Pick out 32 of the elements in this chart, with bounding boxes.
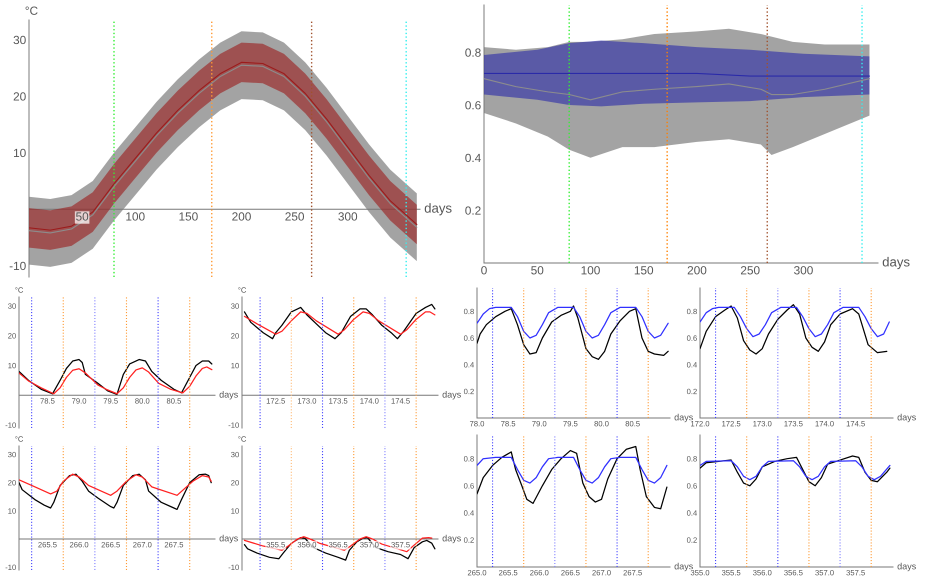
x-axis-title: days: [220, 534, 238, 544]
y-tick-label: 0.6: [465, 101, 481, 110]
x-tick-label: 100: [582, 266, 600, 274]
x-tick-label: 200: [232, 212, 251, 221]
x-tick-label: 300: [338, 212, 358, 221]
x-axis-title: days: [220, 391, 238, 400]
x-tick-label: 200: [688, 266, 706, 274]
x-tick-label: 150: [634, 266, 654, 274]
x-tick-label: 50: [76, 212, 88, 221]
x-axis-title: days: [424, 203, 452, 216]
x-tick-label: 300: [794, 266, 813, 274]
x-tick-label: 250: [285, 212, 304, 221]
x-tick-label: 100: [126, 212, 145, 221]
y-axis-title: °C: [26, 6, 38, 15]
x-axis-title: days: [898, 414, 916, 422]
x-tick-label: 50: [531, 266, 544, 274]
x-tick-label: 0: [481, 266, 487, 274]
x-axis-title: days: [674, 562, 693, 572]
y-tick-label: 0.8: [465, 48, 481, 57]
x-tick-label: 250: [740, 266, 760, 274]
y-tick-label: 0.2: [465, 206, 481, 215]
y-tick-label: -10: [10, 262, 26, 270]
y-tick-label: 10: [14, 148, 26, 158]
x-tick-label: 150: [179, 212, 198, 221]
y-tick-label: 0.4: [465, 154, 481, 162]
x-axis-title: days: [674, 414, 693, 422]
x-axis-title: days: [898, 562, 916, 572]
x-axis-title: days: [442, 534, 461, 544]
x-axis-title: days: [442, 391, 461, 400]
y-tick-label: 30: [14, 36, 26, 44]
y-tick-label: 20: [14, 92, 26, 101]
x-axis-title: days: [882, 256, 910, 270]
